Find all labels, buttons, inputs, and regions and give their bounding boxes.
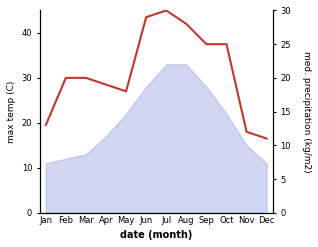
Y-axis label: med. precipitation (kg/m2): med. precipitation (kg/m2): [302, 51, 311, 172]
Y-axis label: max temp (C): max temp (C): [7, 80, 16, 143]
X-axis label: date (month): date (month): [120, 230, 192, 240]
